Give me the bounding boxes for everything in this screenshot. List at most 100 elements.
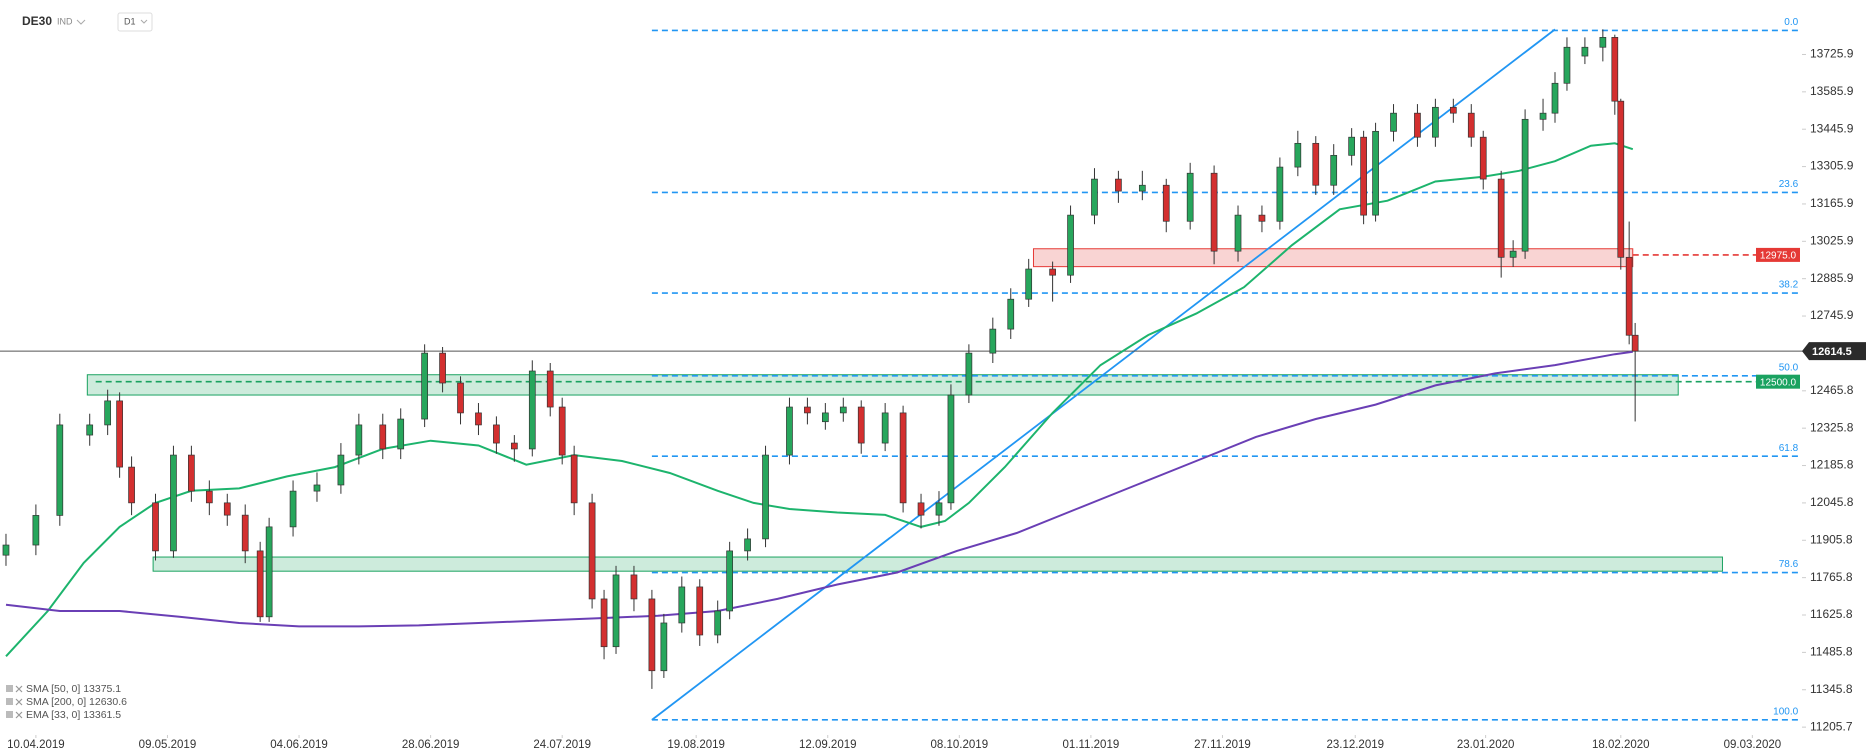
candle-body [1276,166,1284,222]
y-tick-label: 13445.9 [1810,121,1854,135]
candle-body [1138,184,1146,192]
candle-body [56,424,64,516]
candle-body [528,370,536,450]
candle-body [546,370,554,408]
candle-body [678,586,686,624]
zone [152,556,1723,572]
candle-body [128,466,135,504]
candle-body [612,574,620,648]
y-tick-label: 13305.9 [1810,159,1854,173]
y-tick-label: 11625.8 [1810,607,1853,621]
candle-body [1258,214,1266,222]
candle-body [265,526,273,618]
candle-body [1390,112,1397,132]
legend-close [15,698,23,706]
candle-body [1348,136,1356,156]
fib-label: 61.8 [1779,443,1799,454]
candle-body [899,412,907,504]
candle-body [1521,118,1529,252]
candle-body [355,424,363,456]
candle-body [714,610,722,636]
last-price-badge [1802,342,1866,361]
candle-body [696,586,704,636]
y-tick-label: 11205.7 [1810,719,1853,733]
x-tick-label: 19.08.2019 [667,739,725,751]
candle-body [786,406,793,456]
candle-body [1617,100,1625,258]
candle-body [1234,214,1242,252]
candle-body [630,574,638,600]
interval-selector[interactable] [117,12,153,32]
market: IND [57,16,73,26]
x-tick-label: 24.07.2019 [533,739,591,751]
y-tick-label: 12465.8 [1810,383,1854,397]
candle-body [1162,184,1170,222]
y-tick-label: 11345.8 [1810,682,1853,696]
level-badge [1756,374,1800,389]
zone [1032,248,1634,268]
y-tick-label: 11905.8 [1810,532,1853,546]
candle-body [86,424,94,436]
indicator-line [5,142,1634,657]
y-tick-label: 13025.9 [1810,233,1854,247]
candle-body [1497,178,1505,258]
candle-body [32,515,40,546]
y-tick-label: 12325.8 [1810,420,1854,434]
candle-body [1479,136,1487,180]
level-badge [1756,247,1800,262]
candle-body [570,454,578,504]
candle-body [439,352,446,384]
candle-body [223,502,231,516]
y-tick-label: 13585.9 [1810,84,1854,98]
candle-body [989,328,997,354]
candle-body [313,484,321,492]
candle-body [1025,268,1033,300]
x-tick-label: 12.09.2019 [799,739,857,751]
candle-body [2,544,10,556]
candle-body [1449,106,1457,114]
x-tick-label: 23.01.2020 [1457,739,1515,751]
candle-body [1414,112,1421,138]
candle-body [1186,172,1194,222]
dropdown-icon[interactable] [76,19,86,25]
fib-label: 38.2 [1779,280,1799,291]
level-label: 12500.0 [1760,377,1797,388]
candle-body [493,424,500,444]
fib-label: 50.0 [1779,362,1799,373]
candle-body [600,598,608,648]
candle-body [744,538,751,552]
candle-body [510,442,518,450]
candle-body [1067,214,1074,276]
x-tick-label: 18.02.2020 [1592,739,1650,751]
candle-body [1563,46,1571,84]
fib-label: 0.0 [1784,17,1798,28]
dropdown-icon [140,19,148,24]
candle-body [1372,130,1379,216]
candle-body [457,382,464,414]
candle-body [1551,82,1559,114]
candle-body [1210,172,1218,252]
candle-body [1467,112,1475,138]
zone [86,374,1679,396]
candle-body [241,514,249,552]
legend-icon [6,698,13,705]
candle-body [588,502,596,600]
candle-body [188,454,195,492]
candle-body [1631,334,1639,352]
last-price-label: 12614.5 [1812,346,1852,358]
legend-entry: SMA [50, 0] 13375.1 [26,683,121,695]
candle-body [821,412,829,423]
x-tick-label: 23.12.2019 [1326,739,1384,751]
x-tick-label: 08.10.2019 [931,739,989,751]
legend-entry: EMA [33, 0] 13361.5 [26,709,121,721]
legend-close [15,711,23,719]
candle-body [839,406,847,414]
level-label: 12975.0 [1760,251,1797,262]
candle-body [116,400,123,468]
candle-body [648,598,656,672]
fib-label: 100.0 [1773,706,1798,717]
symbol: DE30 [22,14,52,28]
y-tick-label: 13725.9 [1810,47,1854,61]
y-tick-label: 12885.9 [1810,271,1854,285]
